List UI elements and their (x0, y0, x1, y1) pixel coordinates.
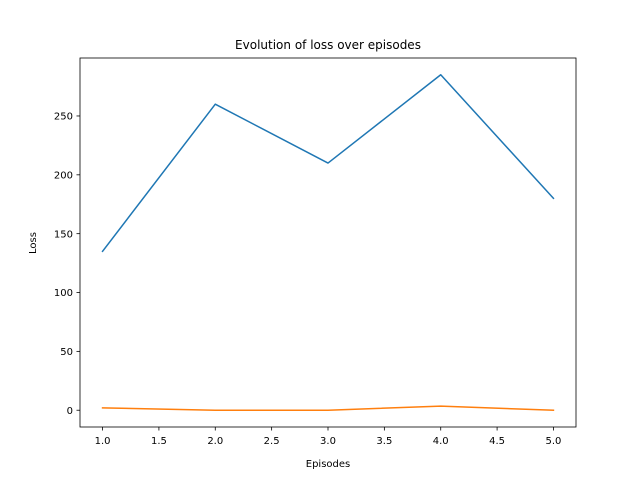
y-axis-ticks: 0 50 100 150 200 250 (54, 112, 80, 417)
y-tick-label: 150 (54, 229, 73, 240)
y-axis-label: Loss (28, 232, 39, 254)
x-tick-label: 4.0 (433, 436, 449, 447)
series-1-line (101, 74, 555, 253)
y-tick-label: 0 (67, 406, 73, 417)
y-tick-label: 200 (54, 170, 73, 181)
x-tick-label: 1.5 (151, 436, 167, 447)
x-axis-ticks: 1.0 1.5 2.0 2.5 3.0 3.5 4.0 4.5 5.0 (95, 427, 562, 447)
y-tick-label: 250 (54, 112, 73, 123)
x-axis-label: Episodes (306, 459, 350, 470)
x-tick-label: 5.0 (546, 436, 562, 447)
y-tick-label: 100 (54, 288, 73, 299)
x-tick-label: 2.0 (207, 436, 223, 447)
chart-title: Evolution of loss over episodes (235, 38, 421, 52)
x-tick-label: 3.5 (376, 436, 392, 447)
x-tick-label: 2.5 (264, 436, 280, 447)
x-tick-label: 4.5 (489, 436, 505, 447)
series-2-line (101, 405, 555, 412)
x-tick-label: 1.0 (95, 436, 111, 447)
series-layer (101, 74, 555, 412)
y-tick-label: 50 (60, 347, 73, 358)
plot-frame (79, 57, 577, 428)
x-tick-label: 3.0 (320, 436, 336, 447)
